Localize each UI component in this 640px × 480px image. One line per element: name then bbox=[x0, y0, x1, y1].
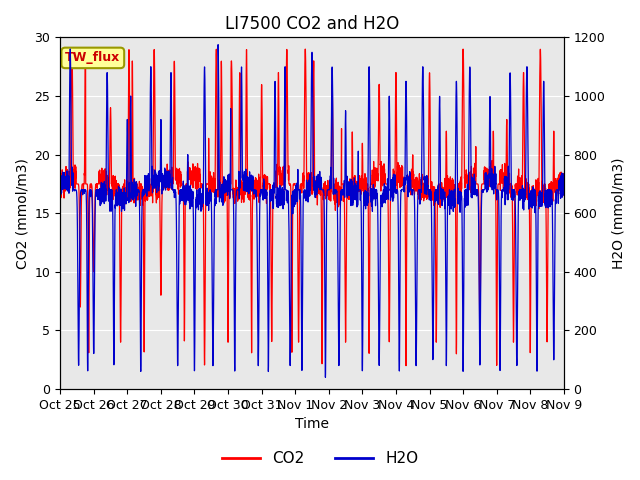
Y-axis label: CO2 (mmol/m3): CO2 (mmol/m3) bbox=[15, 158, 29, 269]
X-axis label: Time: Time bbox=[295, 418, 329, 432]
Legend: CO2, H2O: CO2, H2O bbox=[216, 445, 424, 472]
Y-axis label: H2O (mmol/m3): H2O (mmol/m3) bbox=[611, 157, 625, 269]
Title: LI7500 CO2 and H2O: LI7500 CO2 and H2O bbox=[225, 15, 399, 33]
Text: TW_flux: TW_flux bbox=[65, 51, 120, 64]
